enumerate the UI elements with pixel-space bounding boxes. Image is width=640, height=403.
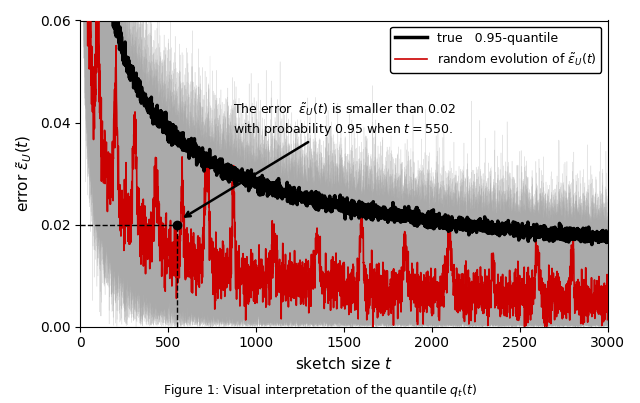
true   0.95-quantile bbox=[137, 98, 145, 103]
random evolution of $\tilde{\epsilon}_U(t)$ bbox=[301, 293, 309, 297]
true   0.95-quantile bbox=[279, 188, 287, 193]
true   0.95-quantile bbox=[301, 192, 309, 197]
Line: random evolution of $\tilde{\epsilon}_U(t)$: random evolution of $\tilde{\epsilon}_U(… bbox=[81, 0, 607, 326]
random evolution of $\tilde{\epsilon}_U(t)$ bbox=[537, 268, 545, 272]
random evolution of $\tilde{\epsilon}_U(t)$ bbox=[593, 300, 601, 305]
random evolution of $\tilde{\epsilon}_U(t)$ bbox=[604, 317, 611, 322]
random evolution of $\tilde{\epsilon}_U(t)$ bbox=[279, 254, 287, 259]
Text: Figure 1: Visual interpretation of the quantile $q_t(t)$: Figure 1: Visual interpretation of the q… bbox=[163, 382, 477, 399]
Line: true   0.95-quantile: true 0.95-quantile bbox=[81, 0, 607, 245]
true   0.95-quantile bbox=[593, 231, 601, 235]
Text: The error  $\tilde{\epsilon}_U(t)$ is smaller than 0.02
with probability 0.95 wh: The error $\tilde{\epsilon}_U(t)$ is sma… bbox=[185, 102, 456, 216]
Y-axis label: error $\tilde{\epsilon}_U(t)$: error $\tilde{\epsilon}_U(t)$ bbox=[15, 135, 35, 212]
random evolution of $\tilde{\epsilon}_U(t)$ bbox=[137, 213, 145, 218]
true   0.95-quantile bbox=[168, 139, 176, 143]
true   0.95-quantile bbox=[604, 240, 611, 245]
true   0.95-quantile bbox=[536, 224, 544, 229]
true   0.95-quantile bbox=[588, 242, 596, 247]
X-axis label: sketch size $t$: sketch size $t$ bbox=[295, 356, 393, 372]
random evolution of $\tilde{\epsilon}_U(t)$ bbox=[369, 324, 377, 329]
random evolution of $\tilde{\epsilon}_U(t)$ bbox=[168, 284, 176, 289]
Legend: true   0.95-quantile, random evolution of $\tilde{\epsilon}_U(t)$: true 0.95-quantile, random evolution of … bbox=[390, 27, 601, 73]
